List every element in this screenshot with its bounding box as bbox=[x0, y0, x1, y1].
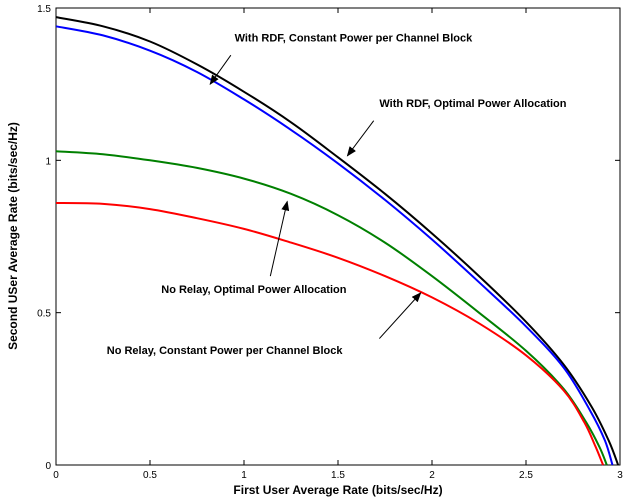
annotations: With RDF, Constant Power per Channel Blo… bbox=[107, 33, 567, 357]
series-line-0 bbox=[55, 16, 620, 466]
y-tick-label: 1 bbox=[45, 156, 51, 167]
x-tick-label: 2 bbox=[429, 470, 435, 481]
x-tick-label: 1 bbox=[241, 470, 247, 481]
y-tick-label: 0.5 bbox=[37, 309, 51, 320]
annotation-label: With RDF, Optimal Power Allocation bbox=[379, 98, 566, 110]
annotation-arrow bbox=[346, 120, 375, 157]
annotation-arrow bbox=[269, 200, 290, 277]
annotation-arrow bbox=[378, 292, 422, 339]
plot-area bbox=[55, 7, 621, 466]
annotation-arrow bbox=[209, 54, 232, 85]
x-axis-label: First User Average Rate (bits/sec/Hz) bbox=[233, 483, 442, 497]
y-tick-label: 1.5 bbox=[37, 4, 51, 15]
series-line-1 bbox=[55, 25, 614, 466]
series-lines bbox=[55, 16, 620, 466]
series-line-2 bbox=[55, 150, 608, 466]
axis-ticks: 0 0.5 1 1.5 2 2.5 3 0 0.5 1 1.5 bbox=[37, 4, 623, 481]
annotation-label: With RDF, Constant Power per Channel Blo… bbox=[235, 33, 474, 45]
x-tick-label: 3 bbox=[617, 470, 623, 481]
y-tick-label: 0 bbox=[45, 461, 51, 472]
annotation-label: No Relay, Optimal Power Allocation bbox=[161, 284, 346, 296]
series-line-3 bbox=[55, 202, 605, 466]
y-axis-label: Second USer Average Rate (bits/sec/Hz) bbox=[6, 122, 20, 350]
annotation-label: No Relay, Constant Power per Channel Blo… bbox=[107, 345, 344, 357]
x-tick-label: 0 bbox=[53, 470, 59, 481]
x-tick-label: 2.5 bbox=[519, 470, 533, 481]
x-tick-label: 0.5 bbox=[143, 470, 157, 481]
x-tick-label: 1.5 bbox=[331, 470, 345, 481]
